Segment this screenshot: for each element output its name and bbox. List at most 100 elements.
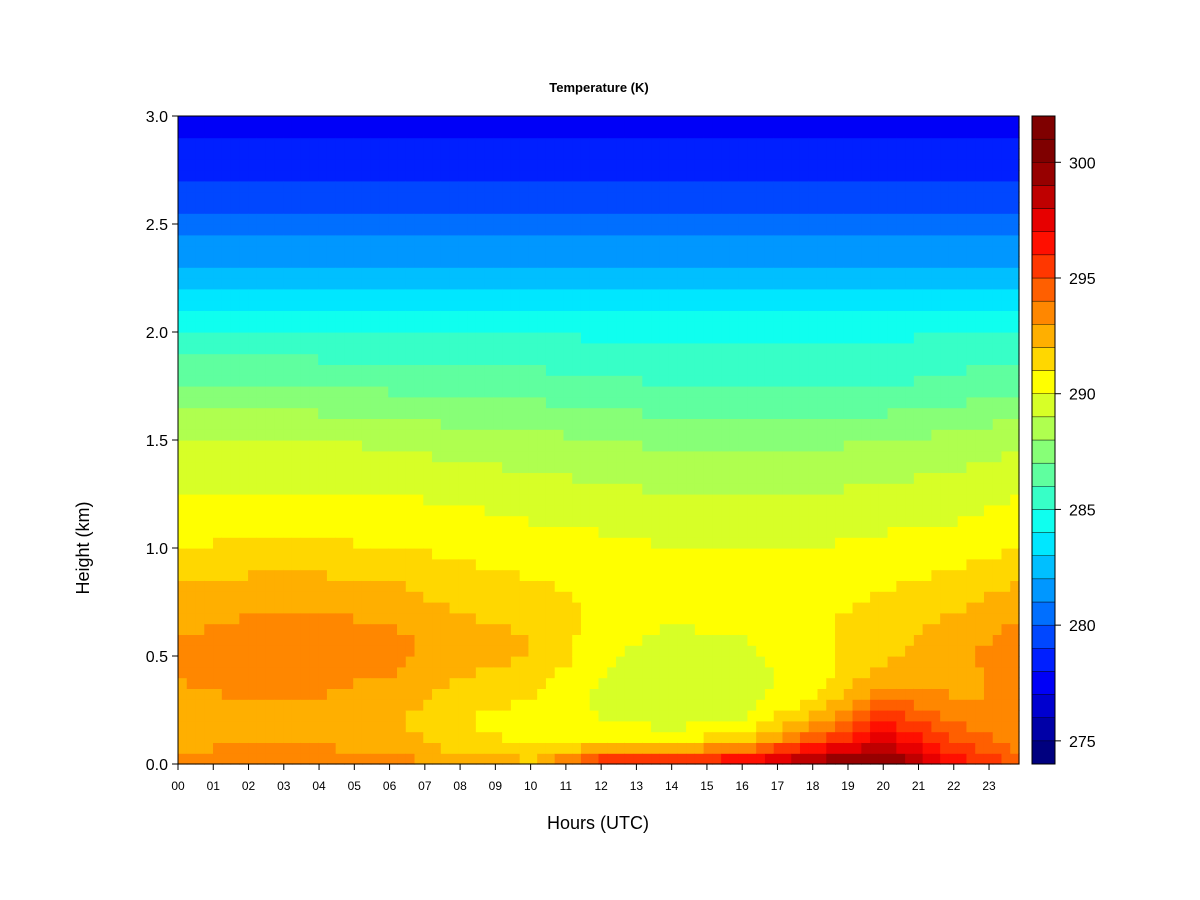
heatmap-cell xyxy=(589,418,600,430)
heatmap-cell xyxy=(274,310,284,322)
heatmap-cell xyxy=(607,256,617,268)
heatmap-cell xyxy=(729,548,740,560)
heatmap-cell xyxy=(633,580,643,592)
heatmap-cell xyxy=(388,569,398,581)
heatmap-cell xyxy=(773,310,784,322)
heatmap-cell xyxy=(677,569,687,581)
heatmap-cell xyxy=(598,656,608,668)
heatmap-cell xyxy=(510,440,521,452)
heatmap-cell xyxy=(624,710,635,722)
heatmap-cell xyxy=(265,720,275,733)
heatmap-cell xyxy=(388,170,398,182)
heatmap-cell xyxy=(607,353,617,365)
heatmap-cell xyxy=(370,429,381,441)
heatmap-cell xyxy=(379,278,389,290)
heatmap-cell xyxy=(747,418,757,430)
heatmap-cell xyxy=(388,591,398,603)
heatmap-cell xyxy=(694,580,705,592)
heatmap-cell xyxy=(703,288,713,301)
heatmap-cell xyxy=(782,191,792,203)
heatmap-cell xyxy=(545,440,556,452)
heatmap-cell xyxy=(388,234,398,247)
heatmap-cell xyxy=(265,321,275,333)
heatmap-cell xyxy=(607,310,617,322)
heatmap-cell xyxy=(397,645,407,657)
heatmap-cell xyxy=(694,558,705,571)
heatmap-cell xyxy=(493,677,503,689)
heatmap-cell xyxy=(764,288,775,301)
heatmap-cell xyxy=(528,558,538,571)
heatmap-cell xyxy=(440,504,451,517)
heatmap-cell xyxy=(510,699,521,711)
heatmap-cell xyxy=(703,612,713,625)
heatmap-cell xyxy=(589,580,600,592)
heatmap-cell xyxy=(589,720,600,733)
heatmap-cell xyxy=(843,213,854,225)
heatmap-cell xyxy=(519,429,530,441)
heatmap-cell xyxy=(773,126,784,139)
heatmap-cell xyxy=(335,191,346,203)
heatmap-cell xyxy=(756,623,766,635)
heatmap-cell xyxy=(318,375,328,387)
heatmap-cell xyxy=(624,116,635,128)
heatmap-cell xyxy=(405,116,416,128)
heatmap-cell xyxy=(852,159,862,171)
heatmap-cell xyxy=(309,224,319,236)
heatmap-cell xyxy=(563,159,573,171)
heatmap-cell xyxy=(537,245,547,257)
heatmap-cell xyxy=(309,720,319,733)
heatmap-cell xyxy=(440,224,451,236)
heatmap-cell xyxy=(440,213,451,225)
heatmap-cell xyxy=(659,332,670,344)
heatmap-cell xyxy=(677,375,687,387)
heatmap-cell xyxy=(528,418,538,430)
heatmap-cell xyxy=(256,623,267,635)
heatmap-cell xyxy=(537,742,547,754)
heatmap-cell xyxy=(388,429,398,441)
heatmap-cell xyxy=(607,710,617,722)
heatmap-cell xyxy=(835,526,845,538)
heatmap-cell xyxy=(370,677,381,689)
heatmap-cell xyxy=(659,418,670,430)
heatmap-cell xyxy=(659,602,670,614)
heatmap-cell xyxy=(686,321,696,333)
heatmap-cell xyxy=(616,299,626,311)
heatmap-cell xyxy=(808,321,819,333)
heatmap-cell xyxy=(405,591,416,603)
heatmap-cell xyxy=(318,472,328,484)
heatmap-cell xyxy=(510,213,521,225)
heatmap-cell xyxy=(510,364,521,376)
heatmap-cell xyxy=(379,148,389,160)
heatmap-cell xyxy=(274,299,284,311)
heatmap-cell xyxy=(475,299,486,311)
heatmap-cell xyxy=(607,602,617,614)
heatmap-cell xyxy=(397,634,407,646)
heatmap-cell xyxy=(186,504,197,517)
heatmap-cell xyxy=(432,267,442,279)
heatmap-cell xyxy=(572,731,582,743)
heatmap-cell xyxy=(528,396,538,409)
heatmap-cell xyxy=(572,116,582,128)
heatmap-cell xyxy=(397,202,407,214)
heatmap-cell xyxy=(397,170,407,182)
heatmap-cell xyxy=(265,288,275,301)
heatmap-cell xyxy=(256,591,267,603)
heatmap-cell xyxy=(353,396,363,409)
heatmap-cell xyxy=(528,267,538,279)
heatmap-cell xyxy=(300,548,311,560)
heatmap-cell xyxy=(624,720,635,733)
heatmap-cell xyxy=(449,299,459,311)
heatmap-cell xyxy=(248,342,258,355)
heatmap-cell xyxy=(659,256,670,268)
heatmap-cell xyxy=(580,688,591,700)
heatmap-cell xyxy=(335,148,346,160)
heatmap-cell xyxy=(274,666,284,679)
heatmap-cell xyxy=(291,753,302,765)
heatmap-cell xyxy=(178,224,188,236)
heatmap-cell xyxy=(502,332,512,344)
heatmap-cell xyxy=(537,126,547,139)
heatmap-cell xyxy=(835,116,845,128)
heatmap-cell xyxy=(405,504,416,517)
heatmap-cell xyxy=(467,116,477,128)
heatmap-cell xyxy=(905,602,915,614)
